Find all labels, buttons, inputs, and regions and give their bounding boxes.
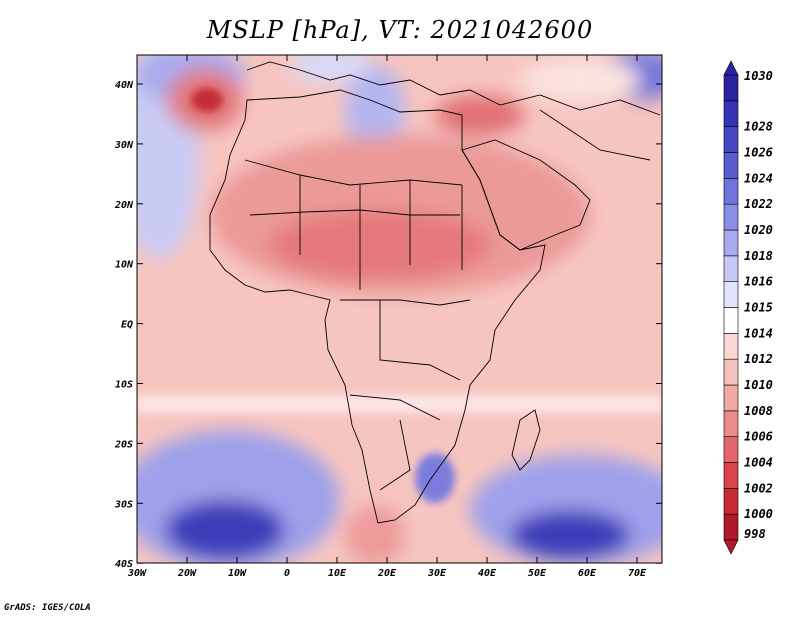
colorbar-label: 1010: [744, 378, 773, 392]
x-tick-label: 20E: [377, 568, 397, 579]
x-tick-label: 70E: [628, 568, 647, 579]
colorbar-swatch: [723, 333, 739, 360]
credit-text: GrADS: IGES/COLA: [4, 603, 91, 613]
x-tick-label: 40E: [478, 568, 497, 579]
colorbar-label: 1020: [744, 223, 773, 237]
colorbar-label: 1012: [744, 352, 773, 366]
colorbar-swatch: [723, 100, 739, 127]
colorbar: 998 1000 1002 1004 1006 1008 1010 1012 1014 1015 1…: [723, 60, 773, 555]
colorbar-swatch: [723, 307, 739, 334]
colorbar-swatch: [723, 384, 739, 412]
x-tick-label: 20W: [177, 568, 197, 579]
x-tick-label: 60E: [578, 568, 597, 579]
pressure-field: [137, 55, 662, 563]
colorbar-label: 1016: [744, 275, 773, 289]
colorbar-label: 1030: [744, 69, 773, 83]
colorbar-swatch: [723, 152, 739, 179]
y-tick-label: 30S: [114, 499, 133, 510]
x-tick-label: 30W: [127, 568, 147, 579]
colorbar-swatch: [723, 178, 739, 205]
colorbar-swatch: [723, 229, 739, 257]
y-axis: 40N 30N 20N 10N EQ 10S 20S 30S 40S: [114, 80, 662, 570]
colorbar-label: 1002: [744, 481, 773, 495]
x-tick-label: 0: [284, 568, 290, 579]
colorbar-swatch: [723, 436, 739, 463]
colorbar-label: 1000: [744, 507, 773, 521]
y-tick-label: 10S: [115, 380, 133, 391]
colorbar-label: 1026: [744, 146, 773, 160]
africa-coastline: [209, 89, 546, 524]
colorbar-label: 1008: [744, 404, 773, 418]
colorbar-label: 1015: [744, 301, 773, 315]
y-tick-label: 40S: [115, 559, 133, 570]
x-tick-label: 50E: [528, 568, 547, 579]
arabia-coastline: [461, 139, 591, 251]
plot-frame: [136, 54, 663, 564]
y-tick-label: 10N: [115, 260, 134, 271]
x-tick-label: 10E: [328, 568, 347, 579]
colorbar-label: 1024: [744, 171, 773, 185]
x-axis: 30W 20W 10W 0 10E 20E 30E 40E 50E 60E 70E: [127, 55, 647, 579]
y-tick-label: 30N: [114, 140, 134, 151]
colorbar-label: 1018: [744, 249, 773, 263]
colorbar-swatch: [723, 281, 739, 308]
colorbar-swatch: [723, 410, 739, 437]
madagascar-coastline: [511, 409, 541, 471]
y-tick-label: 20N: [114, 200, 134, 211]
colorbar-swatch: [723, 462, 739, 489]
map-title: MSLP [hPa], VT: 2021042600: [206, 16, 594, 44]
x-tick-label: 10W: [228, 568, 247, 579]
colorbar-bottom-arrow: [723, 539, 739, 555]
country-borders: [209, 61, 661, 524]
colorbar-swatch: [723, 203, 739, 231]
colorbar-swatch: [723, 513, 739, 541]
colorbar-swatch: [723, 126, 739, 153]
y-tick-label: 40N: [115, 80, 134, 91]
colorbar-label: 1014: [744, 326, 773, 340]
colorbar-swatch: [723, 255, 739, 282]
colorbar-swatch: [723, 488, 739, 515]
x-tick-label: 30E: [427, 568, 447, 579]
y-tick-label: 20S: [114, 439, 133, 450]
y-tick-label: EQ: [121, 320, 133, 331]
colorbar-swatch: [723, 358, 739, 386]
colorbar-label: 998: [744, 527, 766, 541]
colorbar-top-arrow: [723, 60, 739, 76]
colorbar-label: 1004: [744, 456, 773, 470]
colorbar-label: 1028: [744, 120, 773, 134]
colorbar-label: 1022: [744, 197, 773, 211]
colorbar-label: 1006: [744, 430, 773, 444]
colorbar-swatch: [723, 74, 739, 102]
